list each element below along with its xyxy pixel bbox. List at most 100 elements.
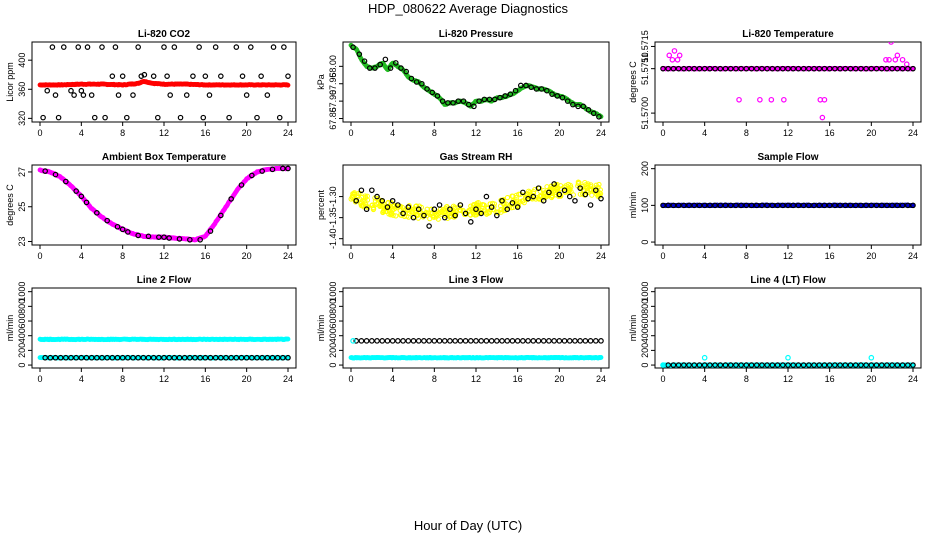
x-tick-label: 16	[200, 128, 210, 138]
data-point	[483, 210, 489, 216]
data-point	[727, 65, 734, 72]
plot-area	[660, 202, 916, 209]
data-point	[104, 354, 110, 361]
data-point	[712, 362, 718, 368]
data-point	[187, 236, 193, 243]
data-point	[768, 96, 775, 103]
data-point	[826, 65, 833, 72]
data-point	[523, 82, 529, 89]
data-point	[676, 52, 683, 59]
x-tick-label: 8	[120, 374, 125, 384]
data-point	[264, 354, 271, 361]
data-point	[873, 202, 880, 209]
data-point	[102, 114, 108, 121]
data-point	[388, 212, 394, 218]
data-point	[816, 362, 823, 368]
data-point	[540, 338, 547, 344]
x-tick-label: 16	[513, 251, 523, 261]
data-point	[681, 202, 687, 209]
data-point	[161, 234, 167, 240]
data-point	[202, 73, 209, 79]
data-point	[816, 202, 823, 209]
data-point	[544, 87, 550, 94]
data-point	[83, 199, 90, 206]
data-point	[254, 114, 260, 121]
data-point	[753, 202, 760, 209]
data-point	[483, 338, 490, 344]
data-point	[196, 44, 202, 50]
data-point	[434, 93, 441, 99]
data-point	[675, 65, 682, 72]
data-point	[141, 71, 148, 78]
data-point	[696, 65, 703, 72]
data-point	[382, 56, 389, 63]
data-point	[390, 212, 396, 218]
data-point	[894, 65, 901, 72]
data-point	[80, 92, 87, 98]
data-point	[593, 182, 599, 188]
data-point	[582, 338, 589, 344]
data-point	[358, 187, 365, 194]
data-point	[832, 65, 838, 72]
data-point	[130, 92, 136, 98]
data-point	[566, 185, 572, 192]
data-point	[894, 362, 901, 368]
y-tick-label: 600	[640, 314, 650, 329]
y-tick-label: 1000	[328, 282, 338, 302]
data-point	[696, 362, 703, 368]
data-point	[471, 103, 477, 110]
data-point	[884, 362, 890, 368]
chart-box-temp: Ambient Box Temperature 0 4 8 12 16 20 24 23 25 27…	[5, 152, 297, 261]
data-point	[84, 44, 91, 50]
data-point	[212, 354, 219, 361]
data-point	[379, 197, 386, 204]
data-point	[681, 362, 687, 368]
data-point	[374, 193, 380, 200]
data-point	[892, 56, 899, 63]
data-point	[405, 338, 412, 344]
data-point	[233, 44, 240, 50]
data-point	[566, 338, 573, 344]
x-tick-label: 4	[702, 128, 707, 138]
y-tick-label: 100	[640, 198, 650, 213]
data-point	[675, 362, 682, 368]
x-tick-label: 0	[37, 374, 42, 384]
data-point	[280, 165, 286, 172]
x-axis-title: Hour of Day (UTC)	[413, 518, 523, 533]
data-point	[488, 207, 494, 213]
data-point	[447, 338, 453, 344]
data-point	[757, 96, 763, 103]
data-point	[421, 338, 427, 344]
y-tick-label: 27	[17, 167, 27, 177]
data-point	[243, 354, 250, 361]
data-point	[42, 168, 48, 174]
data-point	[530, 190, 537, 196]
data-point	[239, 73, 246, 79]
data-point	[886, 56, 892, 63]
data-point	[884, 202, 890, 209]
data-point	[441, 338, 448, 344]
data-point	[254, 354, 260, 361]
data-point	[717, 362, 724, 368]
data-point	[701, 354, 708, 361]
data-point	[71, 92, 77, 98]
data-point	[488, 338, 495, 344]
data-point	[670, 202, 677, 209]
data-point	[769, 202, 776, 209]
y-tick-label: 800	[640, 299, 650, 314]
data-point	[226, 114, 232, 121]
data-point	[387, 65, 394, 71]
data-point	[156, 354, 162, 361]
data-point	[863, 65, 869, 72]
plot-frame	[342, 41, 610, 123]
data-point	[691, 65, 698, 72]
x-tick-label: 24	[908, 374, 918, 384]
data-point	[551, 181, 557, 187]
data-point	[374, 338, 380, 344]
data-point	[161, 44, 167, 50]
data-point	[790, 362, 797, 368]
data-point	[68, 354, 74, 361]
y-tick-label: 800	[328, 299, 338, 314]
data-point	[405, 207, 411, 213]
data-point	[404, 213, 410, 219]
